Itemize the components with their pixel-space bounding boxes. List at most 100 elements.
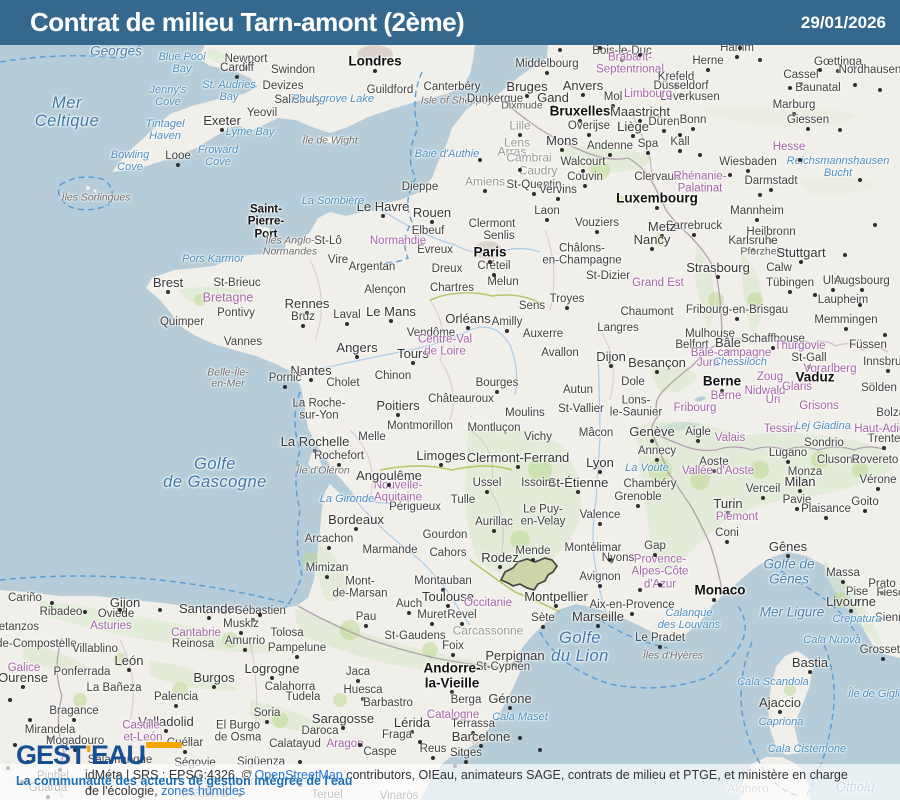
corsica-island xyxy=(768,651,813,755)
city-dot xyxy=(620,58,624,62)
map-label: Prato xyxy=(868,577,896,590)
guernsey-island xyxy=(257,226,270,235)
map-label: Darmstadt xyxy=(744,174,798,187)
map-label: Valais xyxy=(714,431,746,444)
map-label: Mimizan xyxy=(305,561,349,574)
map-label: Isle of Sheppey xyxy=(420,94,494,107)
map-label: Pors Karmor xyxy=(182,253,244,266)
map-label: Sölden xyxy=(861,381,897,394)
map-label: Calanque des Louvans xyxy=(657,607,721,631)
map-label: Coni xyxy=(715,526,739,539)
map-label: Mâcon xyxy=(578,426,614,439)
map-label: Senlis xyxy=(483,229,515,242)
city-dot xyxy=(305,311,309,315)
map-label: Tintagel Haven xyxy=(145,118,185,142)
city-dot xyxy=(396,413,400,417)
attribution-middle: contributors, OIEau, animateurs SAGE, co… xyxy=(85,768,848,798)
map-label: Plaisance xyxy=(801,502,851,515)
map-label: Vaduz xyxy=(795,369,835,385)
map-label: Gérone xyxy=(488,690,532,706)
map-label: Fribourg xyxy=(673,401,717,414)
map-label: Turin xyxy=(713,495,743,511)
city-dot xyxy=(807,365,811,369)
city-dot xyxy=(841,580,845,584)
map-label: Bourges xyxy=(475,376,519,389)
city-dot xyxy=(596,624,600,628)
zones-humides-link[interactable]: zones humides xyxy=(161,784,246,798)
map-label: Sienne xyxy=(875,611,900,624)
map-label: Middelbourg xyxy=(515,57,579,70)
map-label: Chambéry xyxy=(623,477,677,490)
map-label: Cala Nuova xyxy=(803,634,861,647)
map-label: Belle-Île- en-Mer xyxy=(207,366,249,390)
map-label: Calahorra xyxy=(264,680,316,693)
town-dot xyxy=(738,46,742,50)
map-label: Cardiff xyxy=(220,61,254,74)
map-label: Pforzheim xyxy=(740,245,788,258)
map-label: Île d'Oléron xyxy=(296,464,350,477)
map-label: Cholet xyxy=(326,376,360,389)
map-label: Vouziers xyxy=(574,216,620,229)
map-label: Annecy xyxy=(637,444,677,457)
tarn-amont-perimeter[interactable] xyxy=(499,557,559,591)
map-label: Châteauroux xyxy=(428,392,494,405)
city-dot xyxy=(696,439,700,443)
map-label: Lugano xyxy=(768,446,808,459)
town-dot xyxy=(358,743,362,747)
map-label: Mende xyxy=(515,544,551,557)
map-label: Rouen xyxy=(412,204,452,220)
map-label: Créteil xyxy=(477,259,511,272)
map-label: Gand xyxy=(537,89,569,105)
city-dot xyxy=(662,129,666,133)
map-label: St-Gaudens xyxy=(384,629,446,642)
map-label: Barcelone xyxy=(451,728,511,744)
city-dot xyxy=(207,616,211,620)
map-label: Massa xyxy=(826,566,860,579)
city-dot xyxy=(505,329,509,333)
map-label: Rodez xyxy=(481,549,519,565)
map-label: Quimper xyxy=(159,315,205,328)
town-dot xyxy=(608,558,612,562)
town-dot xyxy=(518,736,522,740)
map-label: Cahors xyxy=(429,546,467,559)
openstreetmap-link[interactable]: OpenStreetMap xyxy=(254,768,343,782)
map-label: Île de Giglio xyxy=(847,688,900,701)
map-label: Gourdon xyxy=(422,528,468,541)
gesteau-logo[interactable]: GEST'EAU La communauté des acteurs de ge… xyxy=(16,740,352,788)
city-dot xyxy=(646,151,650,155)
map-label: Füssen xyxy=(849,338,887,351)
city-dot xyxy=(518,133,522,137)
map-label: Zoug xyxy=(756,370,784,383)
city-dot xyxy=(880,591,884,595)
map-label: Daroca xyxy=(301,724,339,737)
town-dot xyxy=(418,740,422,744)
city-dot xyxy=(446,604,450,608)
map-label: Argentan xyxy=(348,260,396,273)
map-label: Valladolid xyxy=(138,713,194,729)
map-label: Anvers xyxy=(562,77,604,93)
map-label: Nantes xyxy=(290,362,332,378)
town-dot xyxy=(838,128,842,132)
map-label: Galice xyxy=(7,661,41,674)
town-dot xyxy=(518,168,522,172)
map-label: Périgueux xyxy=(389,500,441,513)
city-dot xyxy=(824,516,828,520)
map-label: Fiesole xyxy=(876,586,900,599)
map-label: Maastricht xyxy=(610,103,670,119)
city-dot xyxy=(660,234,664,238)
map-label: Autun xyxy=(562,383,594,396)
map-label: Normandie xyxy=(369,234,427,247)
city-dot xyxy=(769,188,773,192)
city-dot xyxy=(265,720,269,724)
map-label: Angoulême xyxy=(356,467,422,483)
city-dot xyxy=(636,504,640,508)
city-dot xyxy=(726,350,730,354)
map-label: Brest xyxy=(152,274,184,290)
map-label: Îles Anglo- Normandes xyxy=(262,234,318,258)
map-label: Bâle xyxy=(714,334,742,350)
city-dot xyxy=(345,322,349,326)
city-dot xyxy=(576,490,580,494)
map-label: Berne xyxy=(710,389,742,402)
city-dot xyxy=(630,612,634,616)
